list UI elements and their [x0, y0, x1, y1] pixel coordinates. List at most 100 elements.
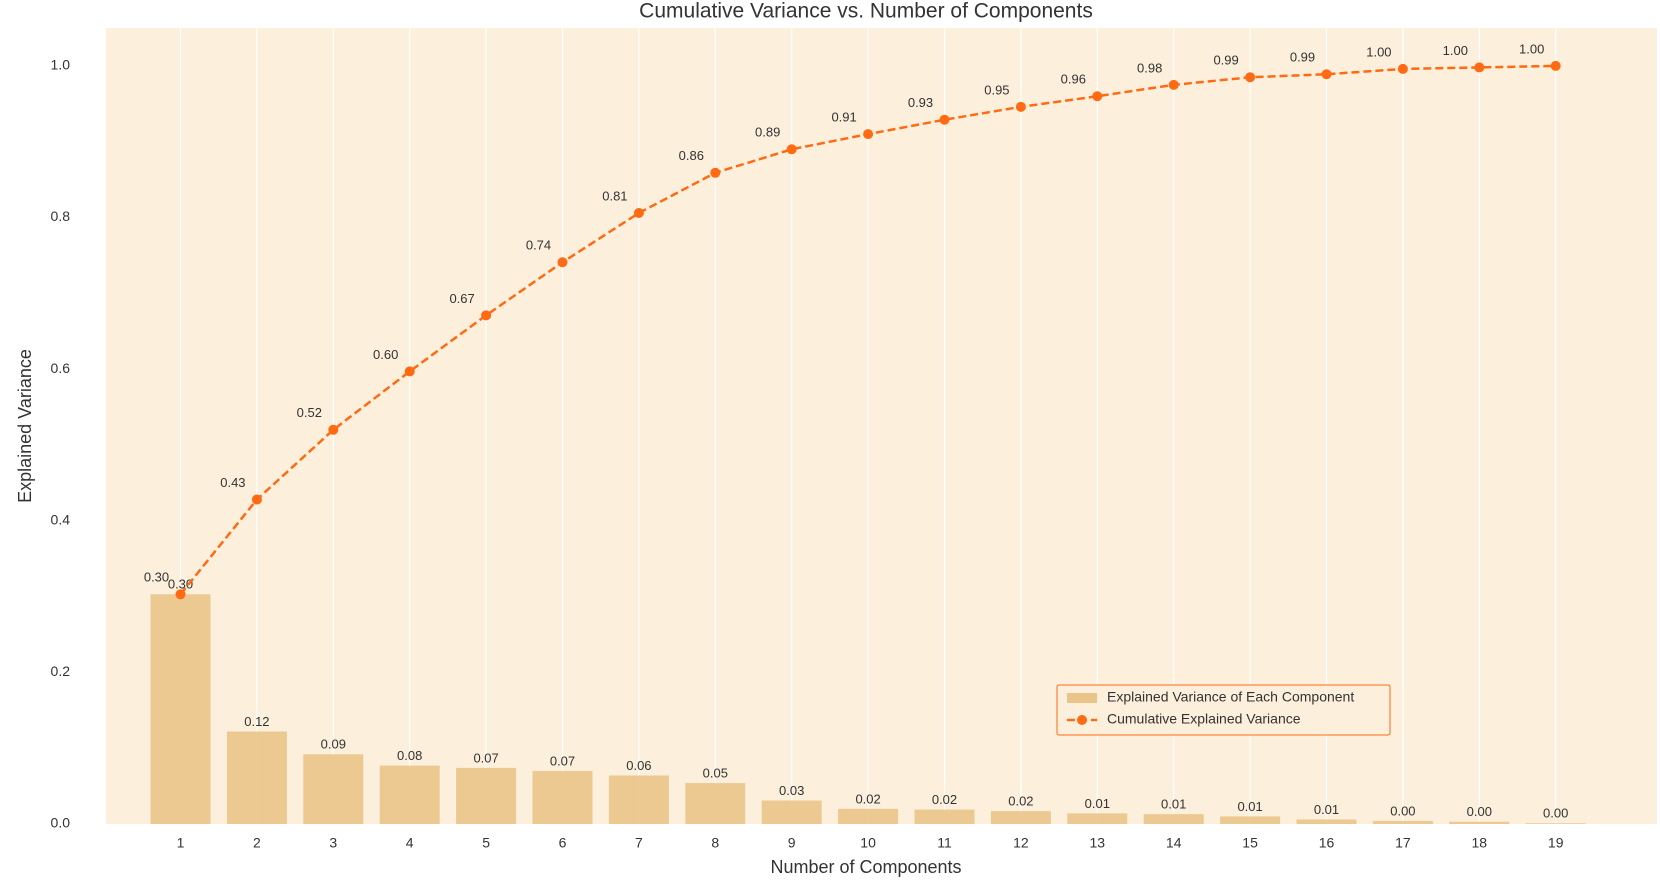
bar — [226, 731, 287, 824]
x-tick-label: 14 — [1166, 835, 1182, 851]
bar-value-label: 0.05 — [703, 766, 728, 781]
legend-swatch — [1067, 693, 1097, 703]
y-axis-label: Explained Variance — [15, 349, 35, 503]
line-marker — [251, 494, 262, 505]
line-value-label: 0.91 — [831, 110, 856, 125]
x-tick-label: 15 — [1242, 835, 1258, 851]
bar — [838, 808, 899, 824]
line-value-label: 0.99 — [1290, 50, 1315, 65]
line-marker — [1550, 60, 1561, 71]
x-tick-label: 7 — [635, 835, 643, 851]
bar-value-label: 0.08 — [397, 748, 422, 763]
legend-swatch-marker — [1077, 715, 1087, 725]
line-marker — [710, 167, 721, 178]
x-tick-label: 17 — [1395, 835, 1411, 851]
line-marker — [404, 366, 415, 377]
line-marker — [939, 114, 950, 125]
line-value-label: 0.96 — [1061, 72, 1086, 87]
bar-value-label: 0.01 — [1237, 799, 1262, 814]
bar — [1143, 814, 1204, 824]
line-marker — [633, 207, 644, 218]
line-marker — [1245, 72, 1256, 83]
bar-value-label: 0.02 — [855, 791, 880, 806]
line-marker — [481, 310, 492, 321]
line-value-label: 0.67 — [449, 291, 474, 306]
x-tick-label: 16 — [1319, 835, 1335, 851]
x-axis-label: Number of Components — [770, 857, 961, 877]
x-tick-label: 8 — [711, 835, 719, 851]
bar-value-label: 0.01 — [1161, 797, 1186, 812]
bar-value-label: 0.01 — [1314, 802, 1339, 817]
line-value-label: 0.81 — [602, 188, 627, 203]
bar-value-label: 0.02 — [932, 792, 957, 807]
line-marker — [175, 589, 186, 600]
y-tick-label: 0.0 — [51, 815, 71, 831]
x-tick-label: 3 — [329, 835, 337, 851]
x-tick-label: 9 — [788, 835, 796, 851]
line-value-label: 0.52 — [297, 405, 322, 420]
line-marker — [863, 129, 874, 140]
chart-title: Cumulative Variance vs. Number of Compon… — [639, 0, 1093, 23]
line-value-label: 0.43 — [220, 475, 245, 490]
x-tick-label: 13 — [1090, 835, 1106, 851]
x-tick-label: 18 — [1472, 835, 1488, 851]
x-tick-label: 11 — [937, 835, 952, 851]
x-tick-label: 12 — [1013, 835, 1029, 851]
line-value-label: 1.00 — [1443, 43, 1468, 58]
line-marker — [1092, 91, 1103, 102]
bar-value-label: 0.02 — [1008, 794, 1033, 809]
bar-value-label: 0.00 — [1467, 804, 1492, 819]
line-value-label: 0.98 — [1137, 60, 1162, 75]
bar — [1220, 816, 1281, 824]
line-value-label: 0.99 — [1213, 53, 1238, 68]
bar-value-label: 0.09 — [321, 737, 346, 752]
line-value-label: 0.93 — [908, 95, 933, 110]
x-tick-label: 1 — [177, 835, 185, 851]
bar — [1449, 821, 1510, 824]
line-marker — [328, 424, 339, 435]
y-tick-label: 1.0 — [51, 57, 71, 73]
x-tick-label: 4 — [406, 835, 414, 851]
bar — [685, 783, 746, 824]
line-value-label: 0.86 — [679, 148, 704, 163]
bar — [608, 775, 669, 824]
bar-value-label: 0.03 — [779, 783, 804, 798]
line-value-label: 1.00 — [1366, 44, 1391, 59]
bar-value-label: 0.00 — [1390, 803, 1415, 818]
bar-value-label: 0.01 — [1085, 796, 1110, 811]
y-tick-label: 0.2 — [51, 663, 71, 679]
line-value-label: 0.74 — [526, 238, 551, 253]
line-value-label: 0.89 — [755, 125, 780, 140]
y-tick-label: 0.8 — [51, 208, 71, 224]
line-marker — [1397, 63, 1408, 74]
bar — [1372, 820, 1433, 824]
line-marker — [557, 257, 568, 268]
bar — [150, 594, 211, 824]
bar — [456, 767, 517, 824]
x-tick-label: 19 — [1548, 835, 1564, 851]
x-tick-label: 5 — [482, 835, 490, 851]
line-value-label: 0.60 — [373, 347, 398, 362]
bar — [990, 811, 1051, 824]
y-tick-label: 0.6 — [51, 360, 71, 376]
bar — [303, 754, 364, 824]
line-marker — [786, 144, 797, 155]
bar — [914, 809, 975, 824]
bar-value-label: 0.30 — [168, 577, 193, 592]
plot-background — [106, 28, 1657, 824]
bar-value-label: 0.07 — [473, 750, 498, 765]
line-marker — [1474, 62, 1485, 73]
bar-value-label: 0.12 — [244, 714, 269, 729]
bar — [1525, 823, 1586, 824]
line-value-label: 0.30 — [144, 570, 169, 585]
bar-value-label: 0.06 — [626, 758, 651, 773]
bar — [532, 770, 593, 824]
legend-label: Cumulative Explained Variance — [1107, 711, 1301, 727]
bar — [379, 765, 440, 824]
marks: 0.30 0.12 0.09 0.08 0.07 0.07 0.06 0.05 0.03 0.02… — [144, 41, 1586, 824]
bar-value-label: 0.07 — [550, 753, 575, 768]
x-tick-label: 2 — [253, 835, 261, 851]
x-tick-label: 10 — [860, 835, 876, 851]
